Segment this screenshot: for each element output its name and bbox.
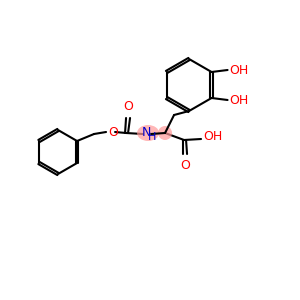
Text: O: O bbox=[123, 100, 133, 113]
Text: OH: OH bbox=[230, 94, 249, 106]
Text: N: N bbox=[141, 127, 151, 140]
Text: O: O bbox=[180, 159, 190, 172]
Text: H: H bbox=[148, 132, 156, 142]
Ellipse shape bbox=[137, 125, 159, 141]
Text: OH: OH bbox=[203, 130, 222, 143]
Ellipse shape bbox=[158, 126, 172, 140]
Text: OH: OH bbox=[230, 64, 249, 76]
Text: O: O bbox=[108, 125, 118, 139]
